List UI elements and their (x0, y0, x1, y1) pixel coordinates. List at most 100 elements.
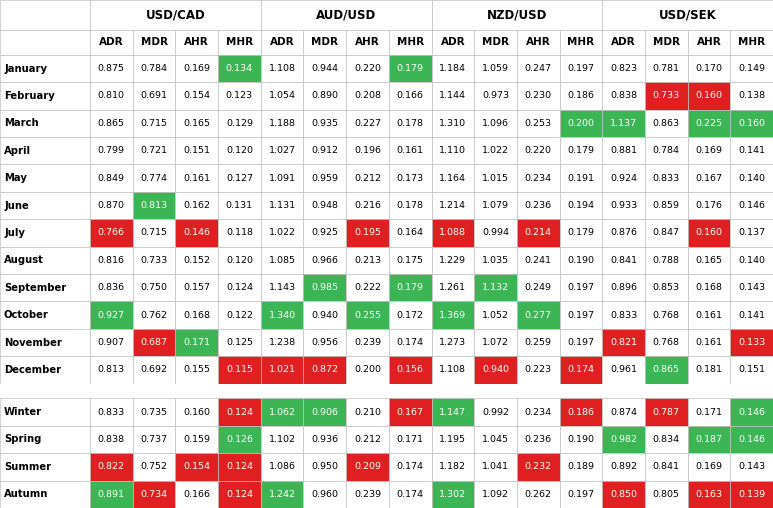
Bar (304, 453, 346, 481)
Bar (304, 137, 346, 165)
Bar (730, 398, 773, 426)
Bar (218, 219, 261, 246)
Text: 0.190: 0.190 (567, 256, 594, 265)
Bar (261, 453, 304, 481)
Text: 0.129: 0.129 (226, 119, 253, 128)
Text: 0.172: 0.172 (397, 310, 424, 320)
Bar (175, 55, 218, 82)
Bar (304, 329, 346, 356)
Text: 0.191: 0.191 (567, 174, 594, 182)
Bar (175, 29, 218, 55)
Bar (90, 110, 133, 137)
Text: 0.195: 0.195 (354, 229, 381, 237)
Text: 1.102: 1.102 (268, 435, 295, 444)
Bar (517, 137, 560, 165)
Bar (175, 165, 218, 192)
Text: 0.179: 0.179 (397, 283, 424, 292)
Bar (0, 110, 90, 137)
Bar (560, 137, 602, 165)
Text: 1.273: 1.273 (439, 338, 466, 347)
Text: 0.737: 0.737 (141, 435, 168, 444)
Text: 0.907: 0.907 (98, 338, 125, 347)
Bar (261, 82, 304, 110)
Text: 0.924: 0.924 (610, 174, 637, 182)
Text: 0.124: 0.124 (226, 407, 253, 417)
Text: 0.122: 0.122 (226, 310, 253, 320)
Text: MHR: MHR (397, 37, 424, 47)
Bar (90, 453, 133, 481)
Text: 1.143: 1.143 (268, 283, 295, 292)
Bar (730, 274, 773, 301)
Bar (304, 82, 346, 110)
Text: 0.247: 0.247 (525, 64, 552, 73)
Text: 0.906: 0.906 (312, 407, 339, 417)
Text: 0.859: 0.859 (652, 201, 679, 210)
Text: MHR: MHR (738, 37, 765, 47)
Text: 1.164: 1.164 (439, 174, 466, 182)
Text: 0.863: 0.863 (652, 119, 679, 128)
Text: 0.186: 0.186 (567, 91, 594, 101)
Bar (218, 55, 261, 82)
Text: 0.912: 0.912 (312, 146, 339, 155)
Bar (730, 219, 773, 246)
Bar (346, 481, 389, 508)
Text: 0.141: 0.141 (738, 310, 765, 320)
Bar (304, 110, 346, 137)
Text: 0.118: 0.118 (226, 229, 253, 237)
Bar (133, 426, 175, 453)
Text: 0.225: 0.225 (696, 119, 723, 128)
Text: 0.171: 0.171 (397, 435, 424, 444)
Bar (688, 398, 730, 426)
Bar (90, 29, 133, 55)
Text: 0.126: 0.126 (226, 435, 253, 444)
Text: 0.140: 0.140 (738, 256, 765, 265)
Bar (688, 301, 730, 329)
Bar (602, 55, 645, 82)
Text: 0.166: 0.166 (397, 91, 424, 101)
Bar (645, 246, 688, 274)
Text: 0.157: 0.157 (183, 283, 210, 292)
Bar (0, 481, 90, 508)
Bar (0, 329, 90, 356)
Text: 0.232: 0.232 (525, 462, 552, 471)
Text: 0.784: 0.784 (652, 146, 679, 155)
Bar (431, 453, 474, 481)
Bar (474, 301, 517, 329)
Bar (730, 29, 773, 55)
Text: 0.239: 0.239 (354, 338, 381, 347)
Text: 0.944: 0.944 (312, 64, 339, 73)
Bar (602, 246, 645, 274)
Text: USD/CAD: USD/CAD (145, 8, 206, 21)
Bar (517, 82, 560, 110)
Bar (688, 192, 730, 219)
Bar (431, 29, 474, 55)
Bar (517, 219, 560, 246)
Bar (90, 301, 133, 329)
Text: 0.200: 0.200 (354, 365, 381, 374)
Bar (175, 137, 218, 165)
Bar (645, 481, 688, 508)
Bar (688, 274, 730, 301)
Text: 1.022: 1.022 (482, 146, 509, 155)
Bar (175, 453, 218, 481)
Text: 0.896: 0.896 (610, 283, 637, 292)
Text: 0.876: 0.876 (610, 229, 637, 237)
Text: 1.242: 1.242 (268, 490, 295, 499)
Text: 0.230: 0.230 (525, 91, 552, 101)
Text: 0.168: 0.168 (183, 310, 210, 320)
Text: 0.875: 0.875 (98, 64, 125, 73)
Text: 0.151: 0.151 (738, 365, 765, 374)
Text: 0.841: 0.841 (610, 256, 637, 265)
Text: 0.890: 0.890 (312, 91, 339, 101)
Text: 0.823: 0.823 (610, 64, 637, 73)
Text: 0.160: 0.160 (183, 407, 210, 417)
Text: 0.691: 0.691 (141, 91, 168, 101)
Bar (133, 301, 175, 329)
Bar (474, 110, 517, 137)
Text: 0.768: 0.768 (652, 310, 679, 320)
Text: 1.041: 1.041 (482, 462, 509, 471)
Text: 1.022: 1.022 (268, 229, 295, 237)
Text: Winter: Winter (4, 407, 42, 417)
Text: 0.956: 0.956 (312, 338, 339, 347)
Text: 1.137: 1.137 (610, 119, 637, 128)
